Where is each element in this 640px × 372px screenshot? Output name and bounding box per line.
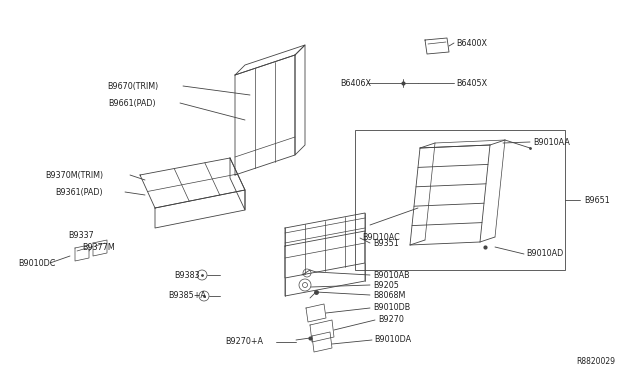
Text: B9010AB: B9010AB <box>373 270 410 279</box>
Text: B9270+A: B9270+A <box>225 337 263 346</box>
Text: B9010DC: B9010DC <box>18 259 56 267</box>
Bar <box>355 130 565 270</box>
Text: B9D10AC: B9D10AC <box>362 232 400 241</box>
Text: B9377M: B9377M <box>82 243 115 251</box>
Text: B6406X: B6406X <box>340 78 371 87</box>
Text: B9010AD: B9010AD <box>526 250 563 259</box>
Text: R8820029: R8820029 <box>576 357 615 366</box>
Text: B9670(TRIM): B9670(TRIM) <box>107 81 158 90</box>
Text: B9370M(TRIM): B9370M(TRIM) <box>45 170 103 180</box>
Text: B9010DA: B9010DA <box>374 336 411 344</box>
Text: B9385+A: B9385+A <box>168 292 206 301</box>
Text: B9010DB: B9010DB <box>373 304 410 312</box>
Text: B9651: B9651 <box>584 196 610 205</box>
Text: B9205: B9205 <box>373 280 399 289</box>
Text: B9383: B9383 <box>174 270 200 279</box>
Text: B6400X: B6400X <box>456 38 487 48</box>
Text: B9270: B9270 <box>378 315 404 324</box>
Text: B8068M: B8068M <box>373 291 405 299</box>
Text: B9361(PAD): B9361(PAD) <box>55 187 102 196</box>
Text: B9351: B9351 <box>373 238 399 247</box>
Text: B9010AA: B9010AA <box>533 138 570 147</box>
Text: B6405X: B6405X <box>456 78 487 87</box>
Text: B9337: B9337 <box>68 231 93 240</box>
Text: B9661(PAD): B9661(PAD) <box>108 99 156 108</box>
